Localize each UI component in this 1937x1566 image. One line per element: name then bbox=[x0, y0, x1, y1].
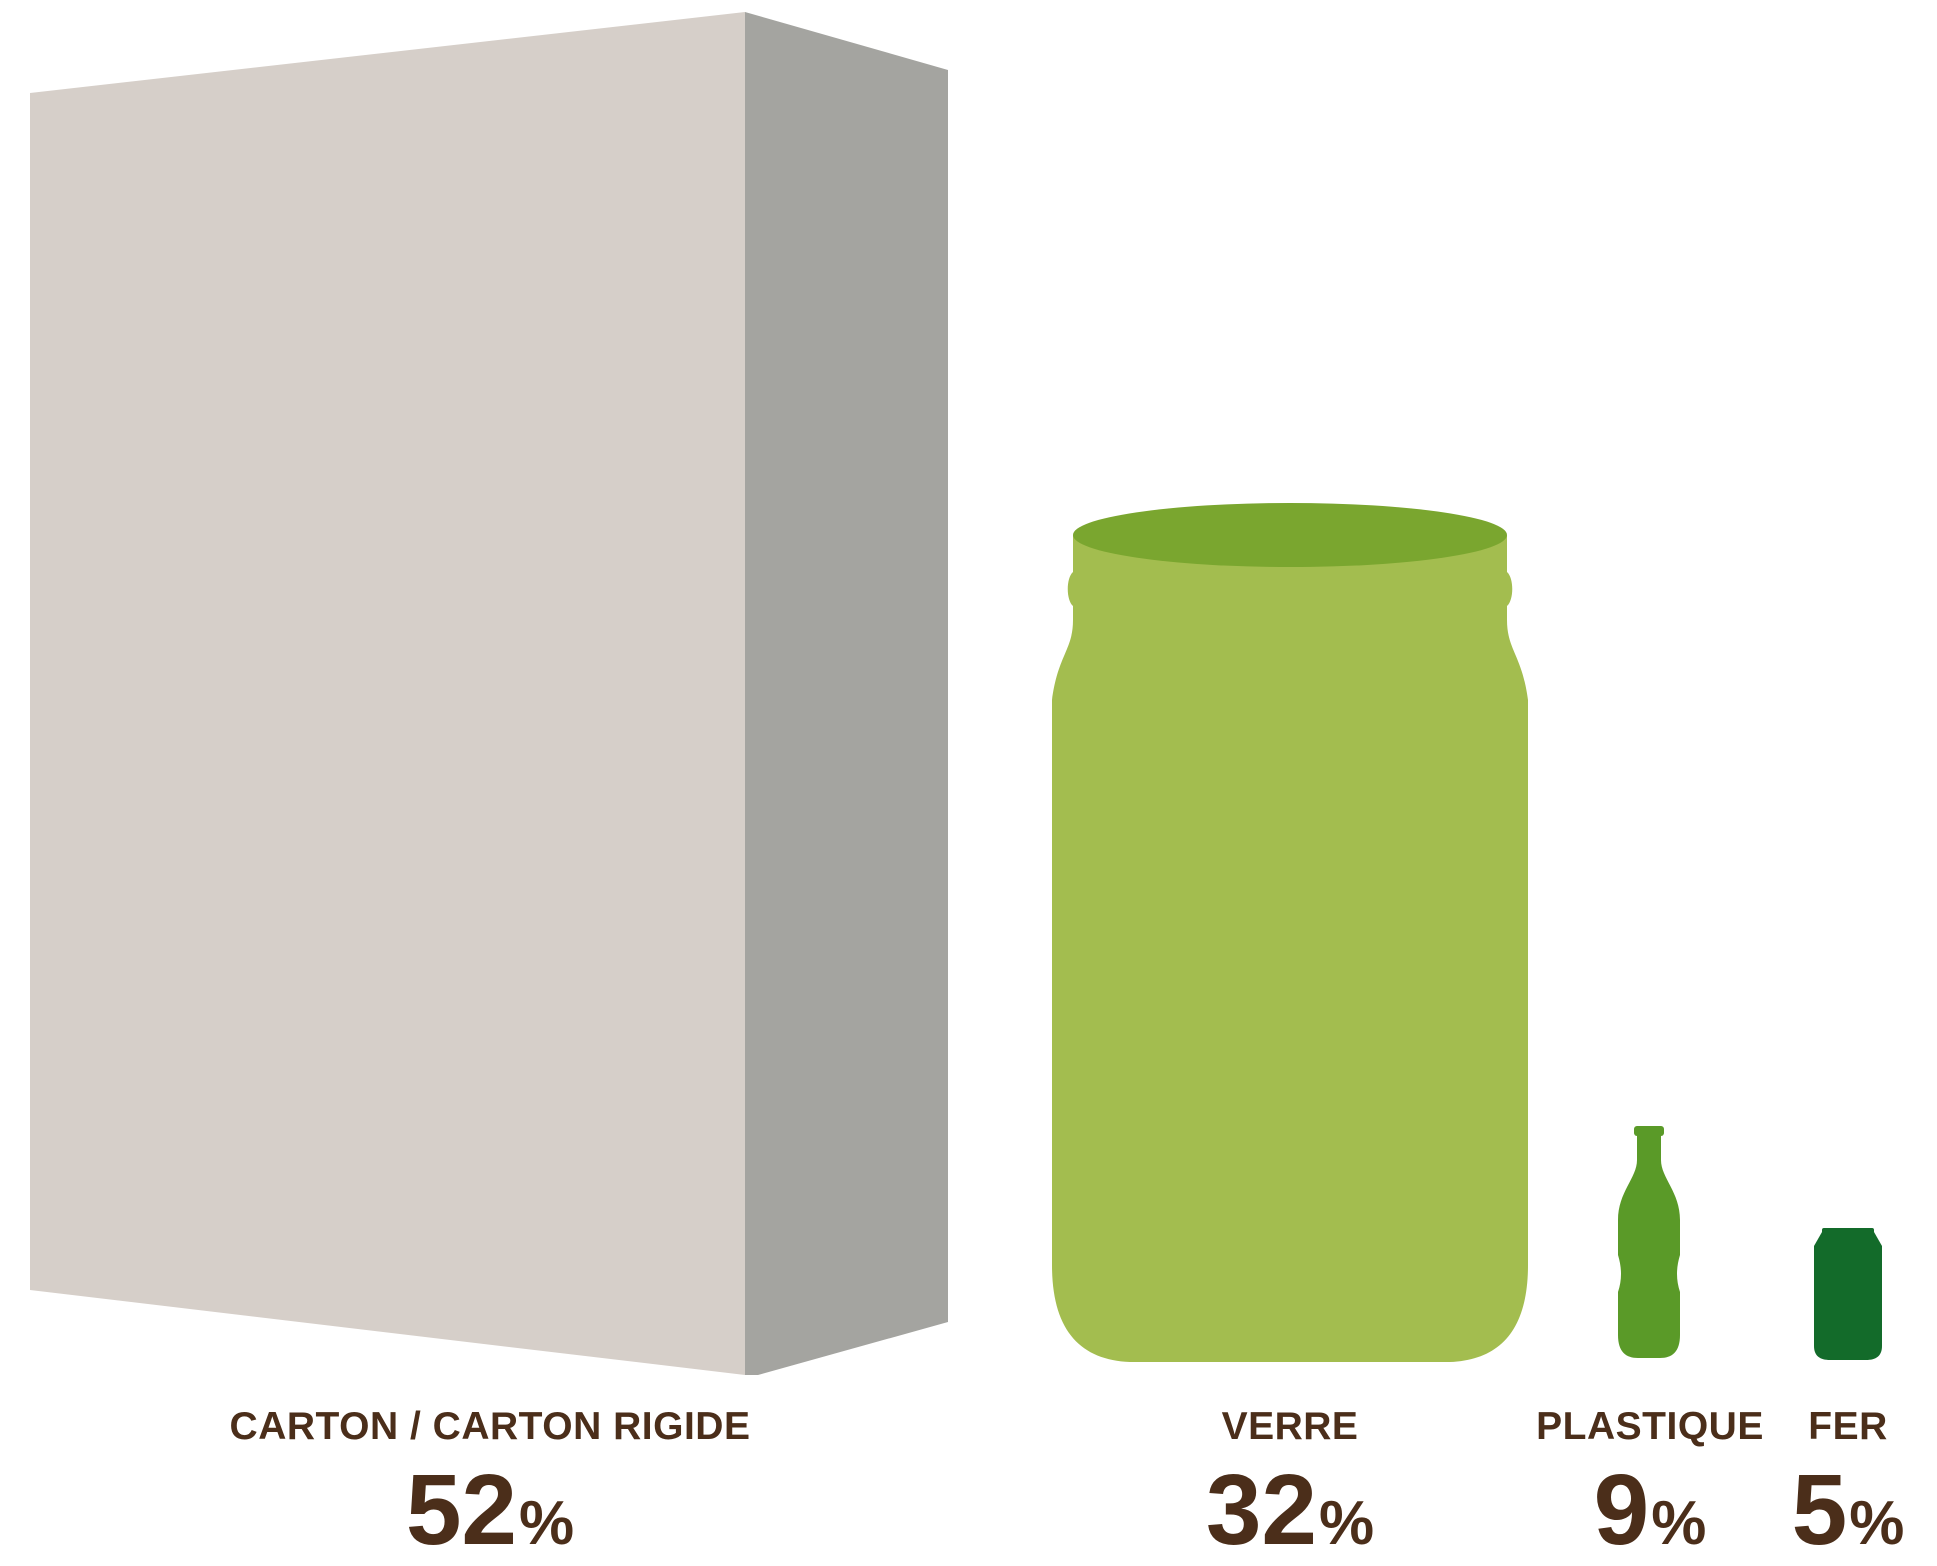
category-label-carton: CARTON / CARTON RIGIDE bbox=[229, 1405, 751, 1448]
box-front bbox=[30, 12, 745, 1375]
value-unit-fer: % bbox=[1849, 1489, 1905, 1558]
value-label-verre: 32% bbox=[1206, 1460, 1374, 1560]
value-label-fer: 5% bbox=[1792, 1460, 1905, 1560]
value-label-plastique: 9% bbox=[1594, 1460, 1707, 1560]
value-unit-verre: % bbox=[1319, 1489, 1375, 1558]
bar-carton bbox=[30, 12, 948, 1375]
box-side bbox=[745, 12, 948, 1375]
can-lid bbox=[1822, 1228, 1874, 1236]
can-body bbox=[1814, 1232, 1882, 1360]
value-label-carton: 52% bbox=[406, 1460, 574, 1560]
bottle-body bbox=[1618, 1128, 1680, 1358]
value-unit-carton: % bbox=[519, 1489, 575, 1558]
bar-verre bbox=[1052, 503, 1528, 1362]
value-number-fer: 5 bbox=[1791, 1454, 1848, 1566]
bar-fer bbox=[1814, 1228, 1882, 1360]
value-number-carton: 52 bbox=[405, 1454, 518, 1566]
bar-plastique bbox=[1618, 1126, 1680, 1358]
bottle-cap bbox=[1634, 1126, 1664, 1136]
value-number-verre: 32 bbox=[1205, 1454, 1318, 1566]
value-number-plastique: 9 bbox=[1593, 1454, 1650, 1566]
category-label-fer: FER bbox=[1808, 1405, 1888, 1448]
jar-body bbox=[1052, 535, 1528, 1362]
jar-opening bbox=[1073, 503, 1507, 567]
category-label-verre: VERRE bbox=[1221, 1405, 1359, 1448]
category-label-plastique: PLASTIQUE bbox=[1536, 1405, 1764, 1448]
value-unit-plastique: % bbox=[1651, 1489, 1707, 1558]
